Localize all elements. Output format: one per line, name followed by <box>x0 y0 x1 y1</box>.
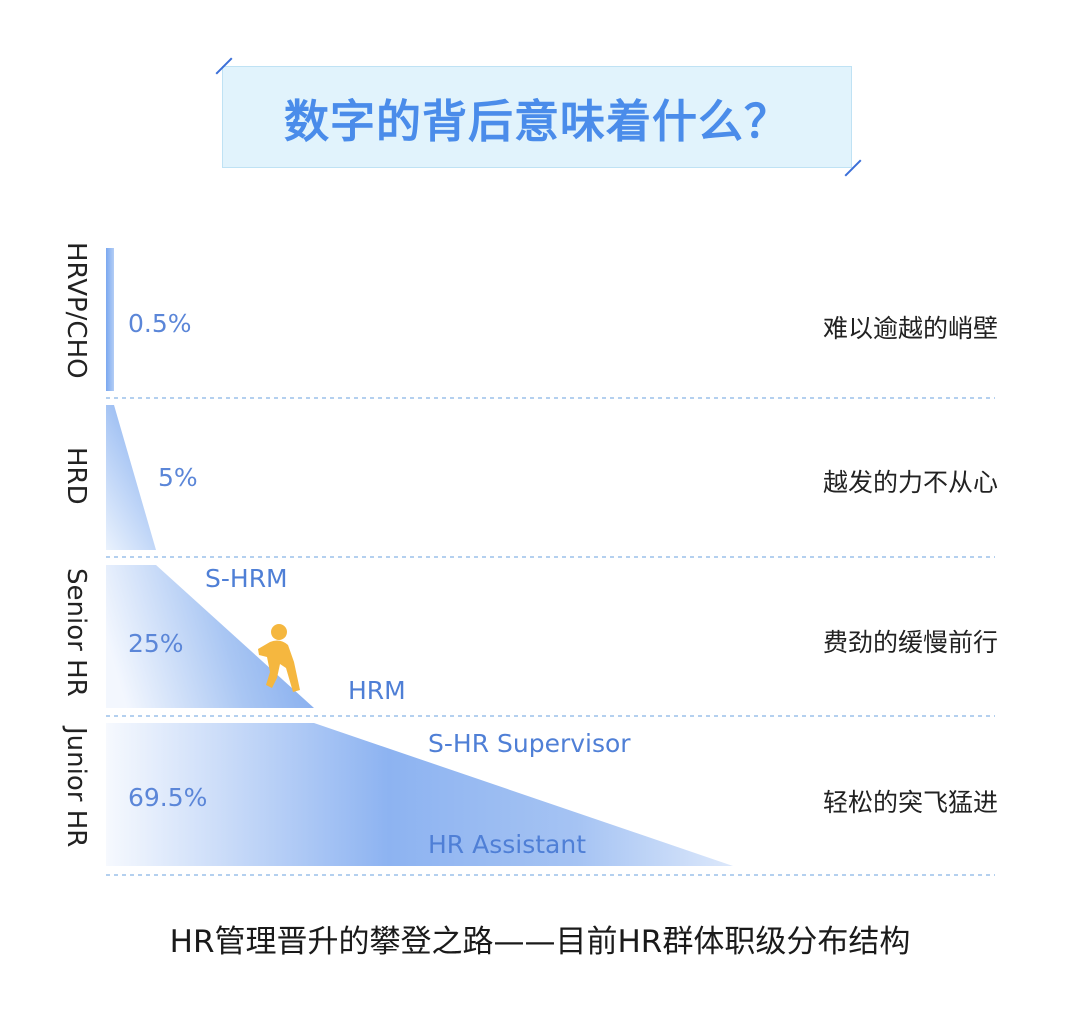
description-hrd: 越发的力不从心 <box>822 468 998 497</box>
level-label-hrvp: HRVP/CHO <box>61 242 91 379</box>
job-title-hrm: HRM <box>348 676 406 705</box>
description-junior-hr: 轻松的突飞猛进 <box>822 788 998 817</box>
percent-hrd: 5% <box>158 463 198 492</box>
level-bar-senior-hr <box>106 565 314 708</box>
description-hrvp: 难以逾越的峭壁 <box>822 314 998 343</box>
diagram-caption: HR管理晋升的攀登之路——目前HR群体职级分布结构 <box>169 924 911 960</box>
level-bar-junior-hr <box>106 723 733 866</box>
level-label-hrd: HRD <box>61 447 91 505</box>
percent-junior-hr: 69.5% <box>128 783 208 812</box>
job-title-s-hrm: S-HRM <box>205 564 288 593</box>
job-title-hr-assistant: HR Assistant <box>428 830 587 859</box>
job-title-s-hr-supervisor: S-HR Supervisor <box>428 729 631 758</box>
page-title: 数字的背后意味着什么？ <box>283 94 790 148</box>
description-senior-hr: 费劲的缓慢前行 <box>822 628 998 657</box>
percent-senior-hr: 25% <box>128 629 184 658</box>
percent-hrvp: 0.5% <box>128 309 192 338</box>
person-climbing-icon <box>258 624 300 692</box>
level-label-senior-hr: Senior HR <box>61 568 91 697</box>
level-label-junior-hr: Junior HR <box>61 727 91 848</box>
level-bar-hrvp <box>106 248 114 391</box>
level-bar-hrd <box>106 405 156 550</box>
title-banner: 数字的背后意味着什么？ <box>222 66 852 168</box>
